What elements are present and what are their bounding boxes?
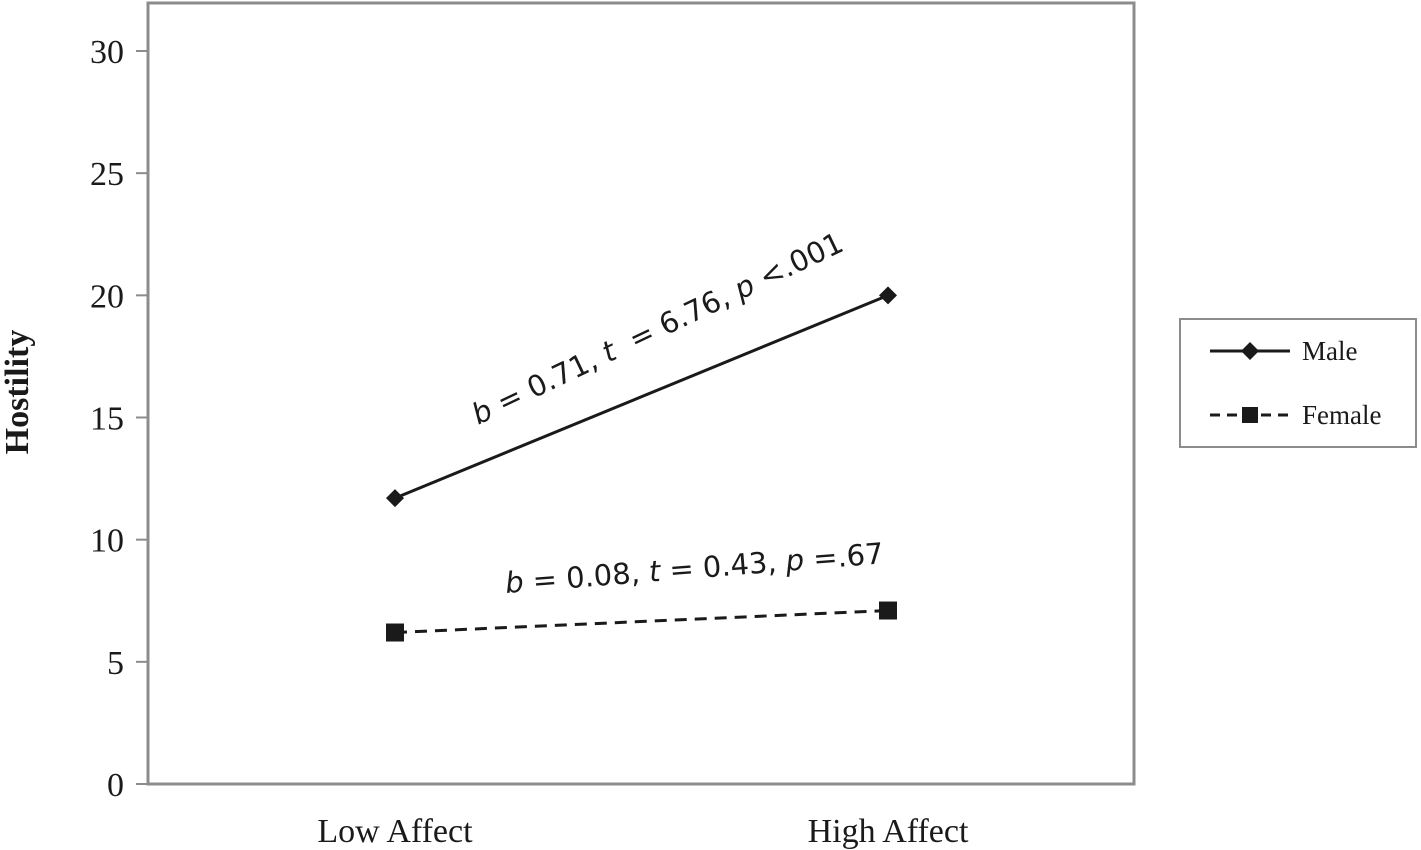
- y-tick-label: 25: [90, 156, 124, 193]
- legend-female-square-icon: [1242, 407, 1258, 423]
- legend-male-label: Male: [1302, 336, 1357, 366]
- legend: Male Female: [1179, 318, 1417, 448]
- x-axis: Low Affect High Affect: [317, 813, 969, 850]
- legend-box: [1179, 318, 1417, 448]
- female-annotation-b-value: = 0.08,: [522, 555, 650, 599]
- female-annotation-t-value: = 0.43,: [659, 544, 787, 588]
- data-point-female-1-square-icon: [879, 601, 897, 620]
- x-tick-label-high-affect: High Affect: [808, 813, 969, 850]
- y-axis-title: Hostility: [0, 330, 36, 455]
- y-tick-label: 20: [90, 278, 124, 315]
- series-line-male: [394, 293, 889, 500]
- y-tick-label: 0: [107, 767, 124, 804]
- y-tick-label: 30: [90, 34, 124, 71]
- legend-female-label: Female: [1302, 400, 1381, 430]
- male-annotation-t-value: = 6.76,: [607, 276, 743, 365]
- legend-item-female: Female: [1210, 400, 1381, 430]
- y-tick-label: 5: [107, 645, 124, 682]
- female-annotation-p-value: =.67: [803, 536, 885, 576]
- female-annotation-t: t: [648, 554, 664, 589]
- male-annotation-p-value: <.001: [745, 225, 848, 298]
- y-tick-label: 15: [90, 401, 124, 438]
- y-axis: 0 5 10 15 20 25 30: [90, 34, 148, 804]
- series-line-female: [394, 609, 889, 635]
- data-point-female-0-square-icon: [386, 623, 404, 642]
- legend-male-diamond-icon: [1241, 342, 1259, 360]
- male-regression-annotation: b = 0.71, t = 6.76, p <.001: [466, 225, 848, 431]
- data-point-male-0-diamond-icon: [386, 489, 404, 508]
- series-layer: [386, 286, 897, 642]
- plot-area-frame: [146, 1, 1136, 786]
- female-annotation-p: p: [783, 543, 805, 578]
- x-tick-label-low-affect: Low Affect: [317, 813, 473, 850]
- female-annotation-b: b: [504, 565, 525, 600]
- data-point-male-1-diamond-icon: [879, 286, 897, 305]
- y-tick-label: 10: [90, 523, 124, 560]
- male-annotation-b-value: = 0.71,: [483, 339, 611, 424]
- legend-item-male: Male: [1210, 336, 1357, 366]
- female-regression-annotation: b = 0.08, t = 0.43, p =.67: [504, 536, 885, 600]
